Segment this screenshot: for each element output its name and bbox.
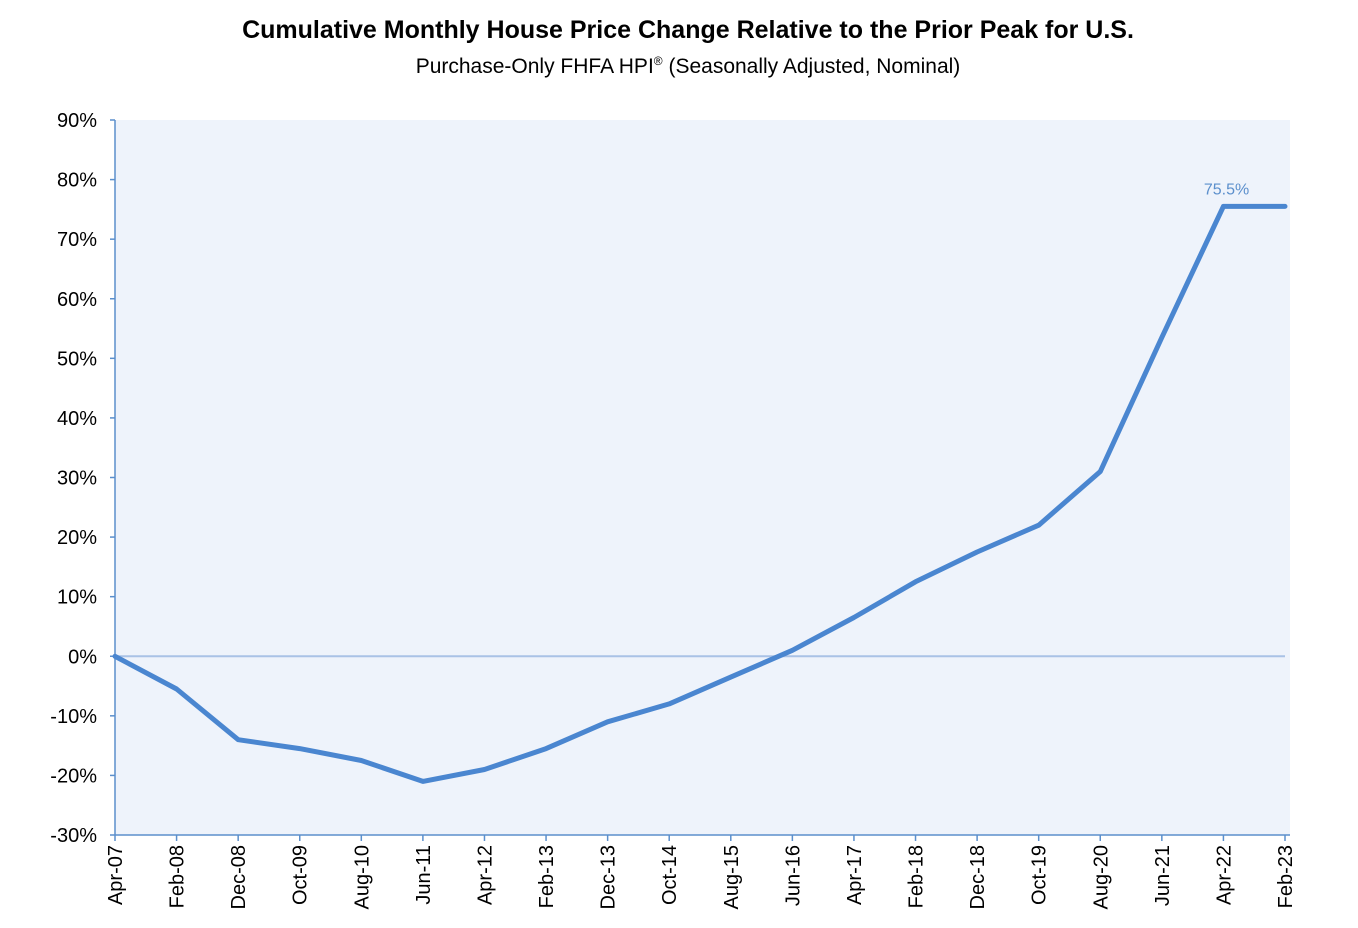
x-axis-ticks: Apr-07 Feb-08 Dec-08 Oct-09 Aug-10 Jun-11 Apr-…	[105, 835, 1297, 910]
y-axis-ticks: 90% 80% 70% 60% 50% 40% 30% 20% 10% 0% -10% -20% -30…	[50, 110, 115, 847]
y-tick-label: 80%	[57, 170, 97, 192]
y-tick-label: 70%	[57, 229, 97, 251]
x-tick-label: Dec-08	[228, 845, 250, 909]
y-tick-label: -30%	[50, 825, 97, 847]
y-tick-label: 60%	[57, 289, 97, 311]
y-tick-label: -20%	[50, 765, 97, 787]
plot-area	[115, 120, 1290, 835]
y-tick-label: 40%	[57, 408, 97, 430]
x-tick-label: Apr-17	[844, 845, 866, 905]
x-tick-label: Jun-21	[1152, 845, 1174, 906]
x-tick-label: Aug-10	[351, 845, 373, 910]
x-tick-label: Aug-15	[721, 845, 743, 910]
x-tick-label: Dec-18	[967, 845, 989, 909]
chart-subtitle: Purchase-Only FHFA HPI® (Seasonally Adju…	[0, 54, 1358, 79]
x-tick-label: Feb-18	[906, 845, 928, 908]
x-tick-label: Dec-13	[598, 845, 620, 909]
x-tick-label: Apr-07	[105, 845, 127, 905]
y-tick-label: 10%	[57, 587, 97, 609]
x-tick-label: Oct-09	[290, 845, 312, 905]
x-tick-label: Apr-12	[474, 845, 496, 905]
subtitle-rest: (Seasonally Adjusted, Nominal)	[662, 55, 961, 78]
x-tick-label: Aug-20	[1090, 845, 1112, 910]
y-tick-label: 90%	[57, 110, 97, 132]
x-tick-label: Feb-13	[536, 845, 558, 908]
series-line	[112, 203, 1288, 784]
annotation-label: 75.5%	[1204, 181, 1249, 198]
y-tick-label: 50%	[57, 348, 97, 370]
x-tick-label: Feb-08	[167, 845, 189, 908]
y-tick-label: 0%	[68, 646, 97, 668]
subtitle-main: Purchase-Only FHFA HPI	[415, 55, 654, 78]
x-tick-label: Apr-22	[1213, 845, 1235, 905]
y-tick-label: 20%	[57, 527, 97, 549]
x-tick-label: Jun-16	[782, 845, 804, 906]
x-tick-label: Oct-19	[1029, 845, 1051, 905]
y-tick-label: 30%	[57, 468, 97, 490]
x-tick-label: Feb-23	[1275, 845, 1297, 908]
x-tick-label: Jun-11	[413, 845, 435, 905]
chart-title: Cumulative Monthly House Price Change Re…	[242, 16, 1134, 44]
x-tick-label: Oct-14	[659, 845, 681, 905]
registered-mark: ®	[653, 54, 663, 68]
y-tick-label: -10%	[50, 706, 97, 728]
